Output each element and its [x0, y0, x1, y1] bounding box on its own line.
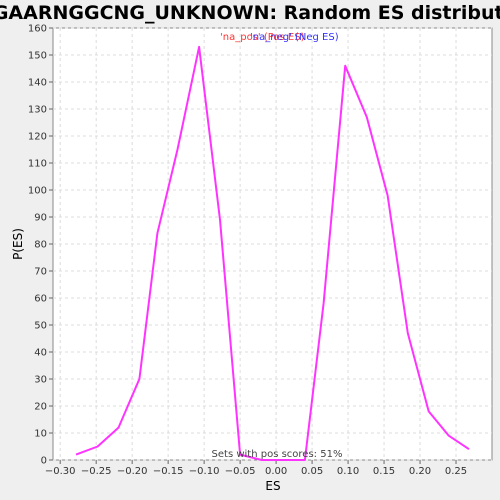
- x-tick-label: −0.30: [45, 466, 76, 477]
- x-tick-label: 0.25: [445, 466, 467, 477]
- legend-entry-neg: 'na_neg' (Neg ES): [250, 32, 339, 43]
- y-tick-label: 80: [34, 240, 47, 251]
- x-tick-label: −0.20: [117, 466, 148, 477]
- x-tick-label: 0.05: [301, 466, 323, 477]
- y-tick-label: 30: [34, 375, 47, 386]
- series-line: [75, 45, 470, 461]
- y-tick-label: 100: [28, 186, 47, 197]
- y-tick-label: 90: [34, 213, 47, 224]
- y-tick-label: 120: [28, 132, 47, 143]
- chart-title: CGGAARNGGCNG_UNKNOWN: Random ES distribu…: [0, 2, 500, 24]
- axes: 0 10 20 30 40 50 60 70 80 90 100 110 120 130 140 150 160…: [28, 24, 467, 478]
- series-layer: [75, 45, 470, 461]
- y-tick-label: 10: [34, 429, 47, 440]
- legend-entry-pos: 'na_pos' (Pos ES): [220, 32, 305, 43]
- y-tick-label: 130: [28, 105, 47, 116]
- x-tick-label: −0.25: [81, 466, 112, 477]
- y-tick-label: 40: [34, 348, 47, 359]
- pos-scores-annotation: Sets with pos scores: 51%: [212, 449, 343, 460]
- x-tick-label: −0.10: [189, 466, 220, 477]
- y-tick-label: 140: [28, 78, 47, 89]
- y-tick-label: 110: [28, 159, 47, 170]
- y-tick-label: 70: [34, 267, 47, 278]
- x-tick-label: 0.00: [265, 466, 287, 477]
- y-tick-label: 150: [28, 51, 47, 62]
- legend: 'na_pos' (Pos ES) 'na_neg' (Neg ES): [220, 32, 339, 43]
- y-tick-label: 50: [34, 321, 47, 332]
- y-tick-label: 60: [34, 294, 47, 305]
- x-axis-label: ES: [265, 479, 280, 493]
- y-tick-label: 160: [28, 24, 47, 35]
- x-tick-label: −0.05: [225, 466, 256, 477]
- y-axis-label: P(ES): [11, 228, 25, 260]
- grid-lines: [53, 27, 492, 461]
- x-tick-label: 0.15: [373, 466, 395, 477]
- y-tick-label: 20: [34, 402, 47, 413]
- y-tick-label: 0: [41, 456, 47, 467]
- x-tick-label: −0.15: [153, 466, 184, 477]
- x-tick-label: 0.10: [337, 466, 359, 477]
- x-tick-label: 0.20: [409, 466, 431, 477]
